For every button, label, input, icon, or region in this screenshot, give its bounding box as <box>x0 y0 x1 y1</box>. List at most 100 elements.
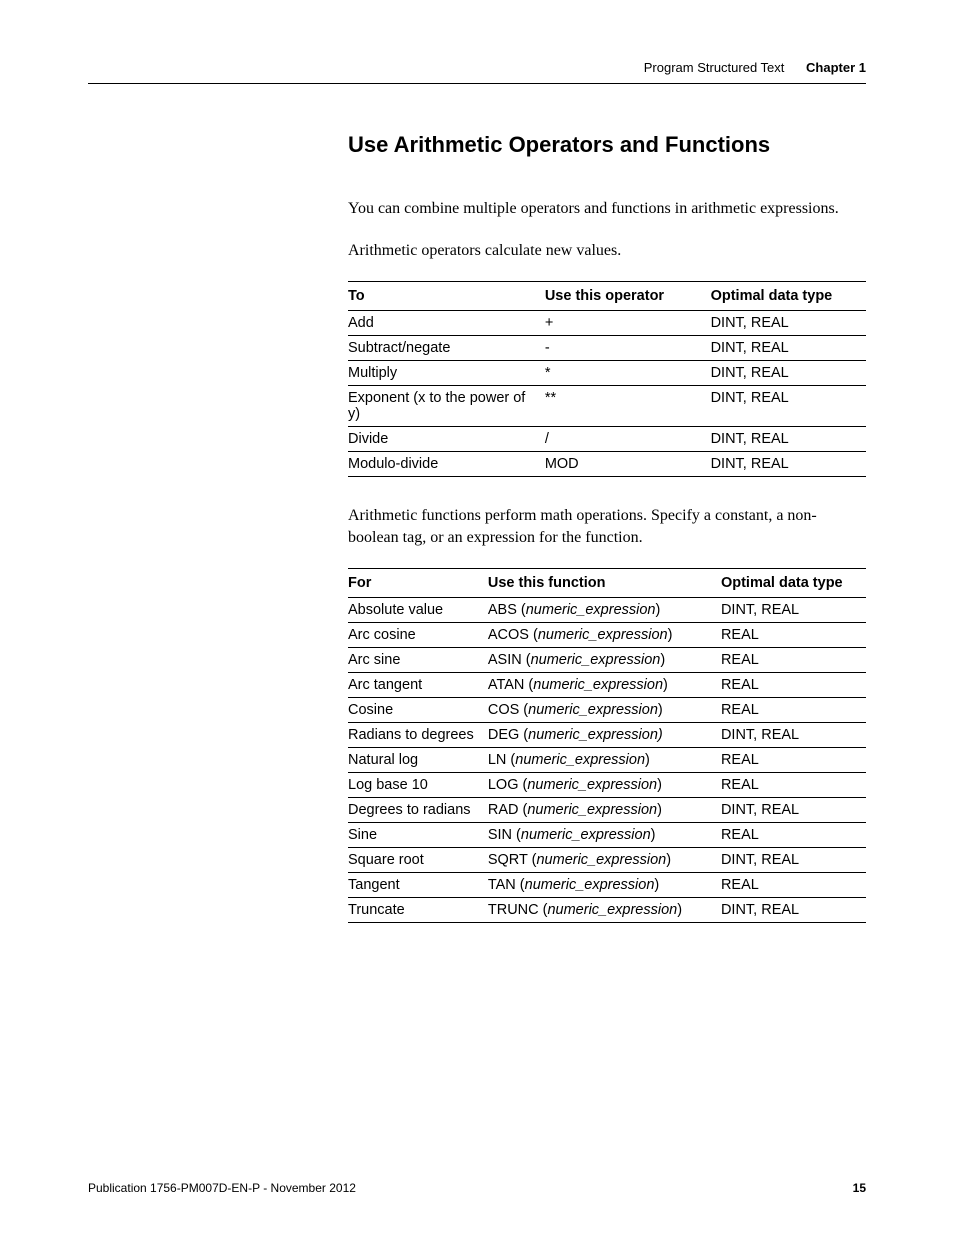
table-cell: Cosine <box>348 698 488 723</box>
table-cell: LN (numeric_expression) <box>488 748 721 773</box>
table-cell: - <box>545 336 711 361</box>
operators-paragraph: Arithmetic operators calculate new value… <box>348 240 866 262</box>
main-content: Use Arithmetic Operators and Functions Y… <box>348 132 866 923</box>
table-cell: REAL <box>721 873 866 898</box>
table-header: Optimal data type <box>721 569 866 598</box>
table-row: SineSIN (numeric_expression)REAL <box>348 823 866 848</box>
header-section-name: Program Structured Text <box>644 60 785 75</box>
table-header: Use this function <box>488 569 721 598</box>
section-title: Use Arithmetic Operators and Functions <box>348 132 866 158</box>
table-cell: REAL <box>721 648 866 673</box>
table-cell: * <box>545 361 711 386</box>
table-cell: Exponent (x to the power of y) <box>348 386 545 427</box>
table-cell: REAL <box>721 673 866 698</box>
table-cell: ** <box>545 386 711 427</box>
table-cell: TRUNC (numeric_expression) <box>488 898 721 923</box>
table-row: Subtract/negate-DINT, REAL <box>348 336 866 361</box>
table-cell: Radians to degrees <box>348 723 488 748</box>
table-cell: DINT, REAL <box>721 848 866 873</box>
operators-table: To Use this operator Optimal data type A… <box>348 281 866 477</box>
table-row: TangentTAN (numeric_expression)REAL <box>348 873 866 898</box>
document-page: Program Structured Text Chapter 1 Use Ar… <box>0 0 954 1235</box>
table-row: Arc sineASIN (numeric_expression)REAL <box>348 648 866 673</box>
page-footer: Publication 1756-PM007D-EN-P - November … <box>88 1181 866 1195</box>
table-row: Square rootSQRT (numeric_expression)DINT… <box>348 848 866 873</box>
table-row: TruncateTRUNC (numeric_expression)DINT, … <box>348 898 866 923</box>
table-cell: REAL <box>721 623 866 648</box>
table-cell: ASIN (numeric_expression) <box>488 648 721 673</box>
table-row: Arc tangentATAN (numeric_expression)REAL <box>348 673 866 698</box>
table-row: Degrees to radiansRAD (numeric_expressio… <box>348 798 866 823</box>
table-cell: Divide <box>348 427 545 452</box>
table-cell: LOG (numeric_expression) <box>488 773 721 798</box>
table-cell: Square root <box>348 848 488 873</box>
table-cell: ABS (numeric_expression) <box>488 598 721 623</box>
table-cell: Sine <box>348 823 488 848</box>
table-cell: DINT, REAL <box>711 361 866 386</box>
table-cell: SIN (numeric_expression) <box>488 823 721 848</box>
table-row: Radians to degreesDEG (numeric_expressio… <box>348 723 866 748</box>
table-cell: Natural log <box>348 748 488 773</box>
table-cell: DINT, REAL <box>721 723 866 748</box>
table-cell: DINT, REAL <box>711 336 866 361</box>
table-row: Log base 10LOG (numeric_expression)REAL <box>348 773 866 798</box>
table-cell: Tangent <box>348 873 488 898</box>
table-header-row: To Use this operator Optimal data type <box>348 282 866 311</box>
functions-paragraph: Arithmetic functions perform math operat… <box>348 505 866 548</box>
table-cell: DINT, REAL <box>711 311 866 336</box>
table-cell: DINT, REAL <box>721 598 866 623</box>
table-cell: DEG (numeric_expression) <box>488 723 721 748</box>
table-cell: RAD (numeric_expression) <box>488 798 721 823</box>
table-cell: REAL <box>721 698 866 723</box>
operators-tbody: Add+DINT, REALSubtract/negate-DINT, REAL… <box>348 311 866 477</box>
table-cell: DINT, REAL <box>711 427 866 452</box>
table-row: Add+DINT, REAL <box>348 311 866 336</box>
table-row: Modulo-divideMODDINT, REAL <box>348 452 866 477</box>
table-cell: COS (numeric_expression) <box>488 698 721 723</box>
header-rule <box>88 83 866 84</box>
table-cell: TAN (numeric_expression) <box>488 873 721 898</box>
table-cell: + <box>545 311 711 336</box>
running-header: Program Structured Text Chapter 1 <box>88 60 866 75</box>
table-cell: REAL <box>721 748 866 773</box>
page-number: 15 <box>853 1181 866 1195</box>
header-chapter: Chapter 1 <box>806 60 866 75</box>
table-header: For <box>348 569 488 598</box>
table-row: Absolute valueABS (numeric_expression)DI… <box>348 598 866 623</box>
table-cell: / <box>545 427 711 452</box>
table-cell: REAL <box>721 773 866 798</box>
table-cell: Arc tangent <box>348 673 488 698</box>
table-cell: SQRT (numeric_expression) <box>488 848 721 873</box>
table-cell: Absolute value <box>348 598 488 623</box>
table-cell: ATAN (numeric_expression) <box>488 673 721 698</box>
table-cell: Modulo-divide <box>348 452 545 477</box>
table-row: CosineCOS (numeric_expression)REAL <box>348 698 866 723</box>
table-row: Arc cosineACOS (numeric_expression)REAL <box>348 623 866 648</box>
table-cell: MOD <box>545 452 711 477</box>
table-cell: Log base 10 <box>348 773 488 798</box>
table-cell: ACOS (numeric_expression) <box>488 623 721 648</box>
intro-paragraph: You can combine multiple operators and f… <box>348 198 866 220</box>
table-cell: Arc cosine <box>348 623 488 648</box>
table-cell: REAL <box>721 823 866 848</box>
table-cell: DINT, REAL <box>711 386 866 427</box>
table-cell: Multiply <box>348 361 545 386</box>
table-row: Exponent (x to the power of y)**DINT, RE… <box>348 386 866 427</box>
table-cell: Add <box>348 311 545 336</box>
table-header-row: For Use this function Optimal data type <box>348 569 866 598</box>
table-header: Use this operator <box>545 282 711 311</box>
table-header: To <box>348 282 545 311</box>
publication-info: Publication 1756-PM007D-EN-P - November … <box>88 1181 356 1195</box>
table-cell: DINT, REAL <box>721 798 866 823</box>
table-cell: DINT, REAL <box>711 452 866 477</box>
table-cell: Arc sine <box>348 648 488 673</box>
table-cell: Truncate <box>348 898 488 923</box>
table-header: Optimal data type <box>711 282 866 311</box>
table-row: Natural logLN (numeric_expression)REAL <box>348 748 866 773</box>
table-cell: Degrees to radians <box>348 798 488 823</box>
table-row: Multiply*DINT, REAL <box>348 361 866 386</box>
table-cell: Subtract/negate <box>348 336 545 361</box>
functions-tbody: Absolute valueABS (numeric_expression)DI… <box>348 598 866 923</box>
functions-table: For Use this function Optimal data type … <box>348 568 866 923</box>
table-cell: DINT, REAL <box>721 898 866 923</box>
